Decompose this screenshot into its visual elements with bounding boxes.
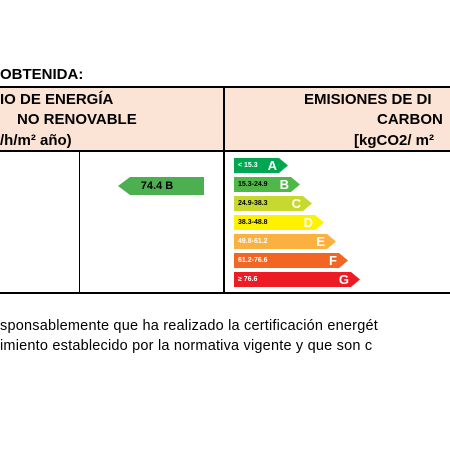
rating-letter-e: E <box>316 234 325 249</box>
rating-letter-d: D <box>303 215 313 230</box>
rating-letter-a: A <box>267 158 277 173</box>
rating-scale: < 15.3 A 15.3-24.9 B 24.9-38.3 C 38.3-48.8 D… <box>234 158 374 290</box>
rating-range-c: 24.9-38.3 <box>238 200 268 207</box>
consumption-header-line2: NO RENOVABLE <box>17 111 137 128</box>
rating-range-e: 49.8-61.2 <box>238 238 268 245</box>
rating-arrow-shape <box>118 177 204 195</box>
table-bottom-border <box>0 292 450 294</box>
rating-bar-c: 24.9-38.3 C <box>234 196 312 211</box>
emissions-header-line2: CARBON <box>377 111 443 128</box>
rating-letter-f: F <box>329 253 337 268</box>
rating-bar-e: 49.8-61.2 E <box>234 234 336 249</box>
rating-range-a: < 15.3 <box>238 162 258 169</box>
consumption-header-unit: /h/m² año) <box>0 132 72 149</box>
rating-bar-g: ≥ 76.6 G <box>234 272 360 287</box>
section-heading: OBTENIDA: <box>0 66 84 83</box>
rating-bar-a: < 15.3 A <box>234 158 288 173</box>
rating-range-d: 38.3-48.8 <box>238 219 268 226</box>
rating-range-g: ≥ 76.6 <box>238 276 258 283</box>
header-background <box>0 87 450 151</box>
consumption-rating-value: 74.4 B <box>140 180 174 192</box>
rating-letter-b: B <box>279 177 289 192</box>
rating-letter-g: G <box>338 272 349 287</box>
table-top-border <box>0 86 450 88</box>
table-header-bottom-border <box>0 150 450 152</box>
rating-letter-c: C <box>291 196 301 211</box>
declaration-paragraph: sponsablemente que ha realizado la certi… <box>0 316 378 356</box>
paragraph-line-2: imiento establecido por la normativa vig… <box>0 338 373 354</box>
rating-bar-b: 15.3-24.9 B <box>234 177 300 192</box>
table-divider-center <box>223 87 225 293</box>
emissions-header-line1: EMISIONES DE DI <box>304 91 432 108</box>
rating-range-f: 61.2-76.6 <box>238 257 268 264</box>
paragraph-line-1: sponsablemente que ha realizado la certi… <box>0 318 378 334</box>
emissions-header-unit: [kgCO2/ m² <box>354 132 435 149</box>
consumption-header-line1: IO DE ENERGÍA <box>0 91 114 108</box>
table-divider-left <box>79 151 80 293</box>
rating-range-b: 15.3-24.9 <box>238 181 268 188</box>
rating-bar-f: 61.2-76.6 F <box>234 253 348 268</box>
consumption-rating-arrow: 74.4 B <box>118 177 204 195</box>
rating-bar-d: 38.3-48.8 D <box>234 215 324 230</box>
